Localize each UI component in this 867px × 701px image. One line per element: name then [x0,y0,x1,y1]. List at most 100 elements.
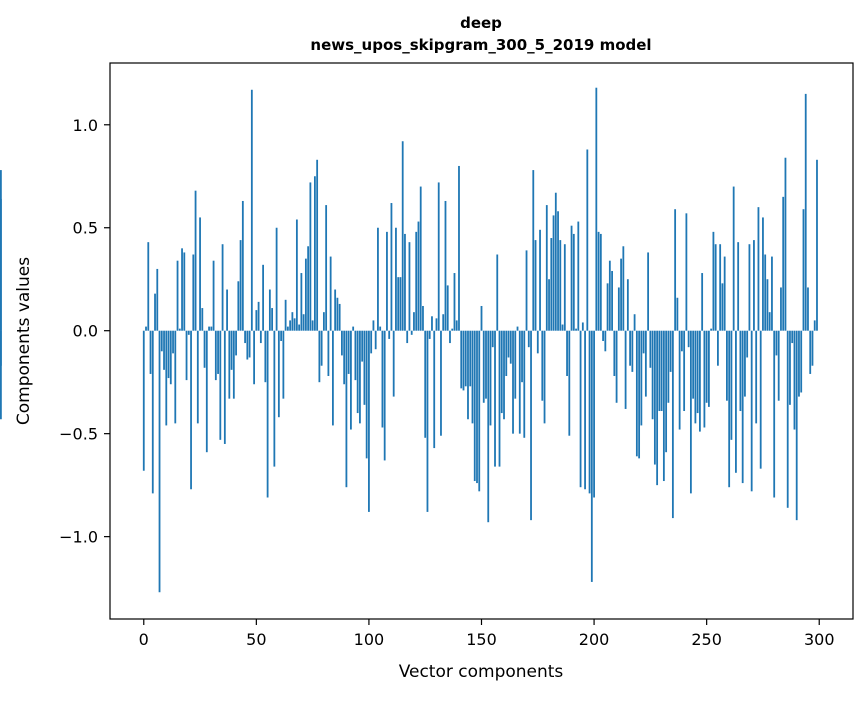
bar [167,330,170,379]
bar [341,330,343,356]
bar [635,330,638,457]
bar [680,330,683,352]
bar [356,330,359,414]
bar [662,330,665,482]
bar [424,330,427,438]
bar [543,330,546,424]
bar [723,256,726,331]
bar [417,221,420,331]
bar [737,242,740,331]
bar [735,330,737,473]
bar [415,231,418,331]
bar [374,330,377,350]
bar [196,330,199,424]
bar [262,264,264,331]
bar [300,273,303,331]
bar [496,254,499,331]
bar [174,330,177,424]
bar [313,176,316,331]
bar [604,330,607,352]
bar [392,330,395,397]
bar [741,330,744,484]
bar [377,227,379,331]
bar [730,330,733,440]
bar [440,330,442,436]
bar [368,330,370,512]
bar [199,217,201,331]
bar [642,330,645,354]
bar [428,330,431,339]
bar [190,330,192,490]
plot-frame [109,62,854,620]
bar [811,330,814,366]
bar [446,285,449,331]
bar [151,330,154,494]
bar [485,330,487,399]
bar [379,326,382,331]
bar [708,330,710,407]
bar [241,200,244,331]
bar [205,330,208,453]
bar [422,305,424,331]
bar [782,196,785,331]
bar [563,244,566,331]
bar [798,330,800,397]
bar [386,231,388,331]
bar [757,207,760,331]
bar [419,186,422,331]
x-tick-label: 0 [139,630,149,649]
y-axis-ticks: 1.0 0.5 0.0 −0.5 −1.0 [59,116,110,547]
bar [0,330,2,366]
bar [442,314,445,331]
bar [617,287,620,331]
bar [316,159,319,331]
bar [554,192,557,331]
bar [550,238,553,331]
bar [266,330,269,498]
bar [793,330,796,430]
bar [309,182,312,331]
bar [685,213,688,331]
bar [372,320,375,331]
bar [172,330,174,354]
bar [154,293,156,331]
bar [570,225,573,331]
bar [572,233,575,331]
bar [239,240,242,331]
bar [669,330,672,372]
x-tick-label: 50 [246,630,266,649]
bar [271,308,274,331]
bar [771,256,773,331]
bar [503,330,505,420]
bar [399,277,402,331]
bar [786,330,789,508]
bar [235,330,237,356]
bar [807,287,809,331]
bar [223,330,226,444]
bar [732,186,735,331]
bar [284,299,287,331]
bar [160,330,163,352]
bar [444,200,447,331]
bar [579,330,582,488]
bar [541,330,544,401]
bar [505,330,508,376]
bar [255,310,258,331]
bar [145,326,147,331]
bar [219,330,222,440]
bar [248,330,251,358]
bar [624,330,627,409]
bar [647,252,650,331]
bar [311,320,314,331]
bar [343,330,346,385]
bar [590,330,593,582]
y-tick-label: 1.0 [73,116,98,135]
bar [615,330,618,403]
bar [221,244,224,331]
bar [728,330,731,488]
bar [491,330,494,348]
bar [246,330,249,360]
bar [613,330,616,376]
bar [250,89,253,331]
bar [629,330,631,366]
